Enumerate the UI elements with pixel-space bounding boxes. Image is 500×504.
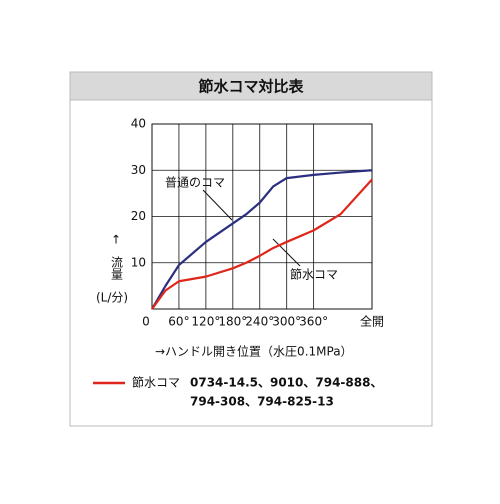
annotation: 普通のコマ (165, 176, 225, 190)
panel (69, 71, 433, 427)
x-tick-label: 360° (299, 315, 328, 329)
y-axis-label: 流量 (110, 256, 124, 280)
leader-line (202, 189, 233, 221)
legend-models: 0734-14.5、9010、794-888、 (190, 376, 382, 390)
y-axis-unit: (L/分) (96, 291, 128, 305)
x-tick-label: 300° (272, 315, 301, 329)
y-tick-label: 30 (131, 163, 146, 177)
x-axis-label: →ハンドル開き位置（水圧0.1MPa） (155, 344, 353, 359)
y-tick-label: 40 (131, 117, 146, 131)
series-line (151, 178, 373, 310)
y-tick-label: 10 (131, 255, 146, 269)
title-bar (69, 71, 433, 101)
x-tick-label: 180° (218, 315, 247, 329)
x-tick-label: 全開 (360, 314, 384, 329)
y-tick-label: 20 (131, 209, 146, 223)
legend-models: 794-308、794-825-13 (190, 395, 334, 409)
x-tick-label: 120° (191, 315, 220, 329)
series-line (151, 169, 373, 310)
legend-label: 節水コマ (132, 375, 180, 390)
x-tick-label: 60° (168, 315, 189, 329)
x-tick-label: 0 (142, 315, 150, 329)
y-axis-arrow: ↑ (111, 233, 121, 247)
x-tick-label: 240° (245, 315, 274, 329)
chart-title: 節水コマ対比表 (198, 78, 304, 96)
